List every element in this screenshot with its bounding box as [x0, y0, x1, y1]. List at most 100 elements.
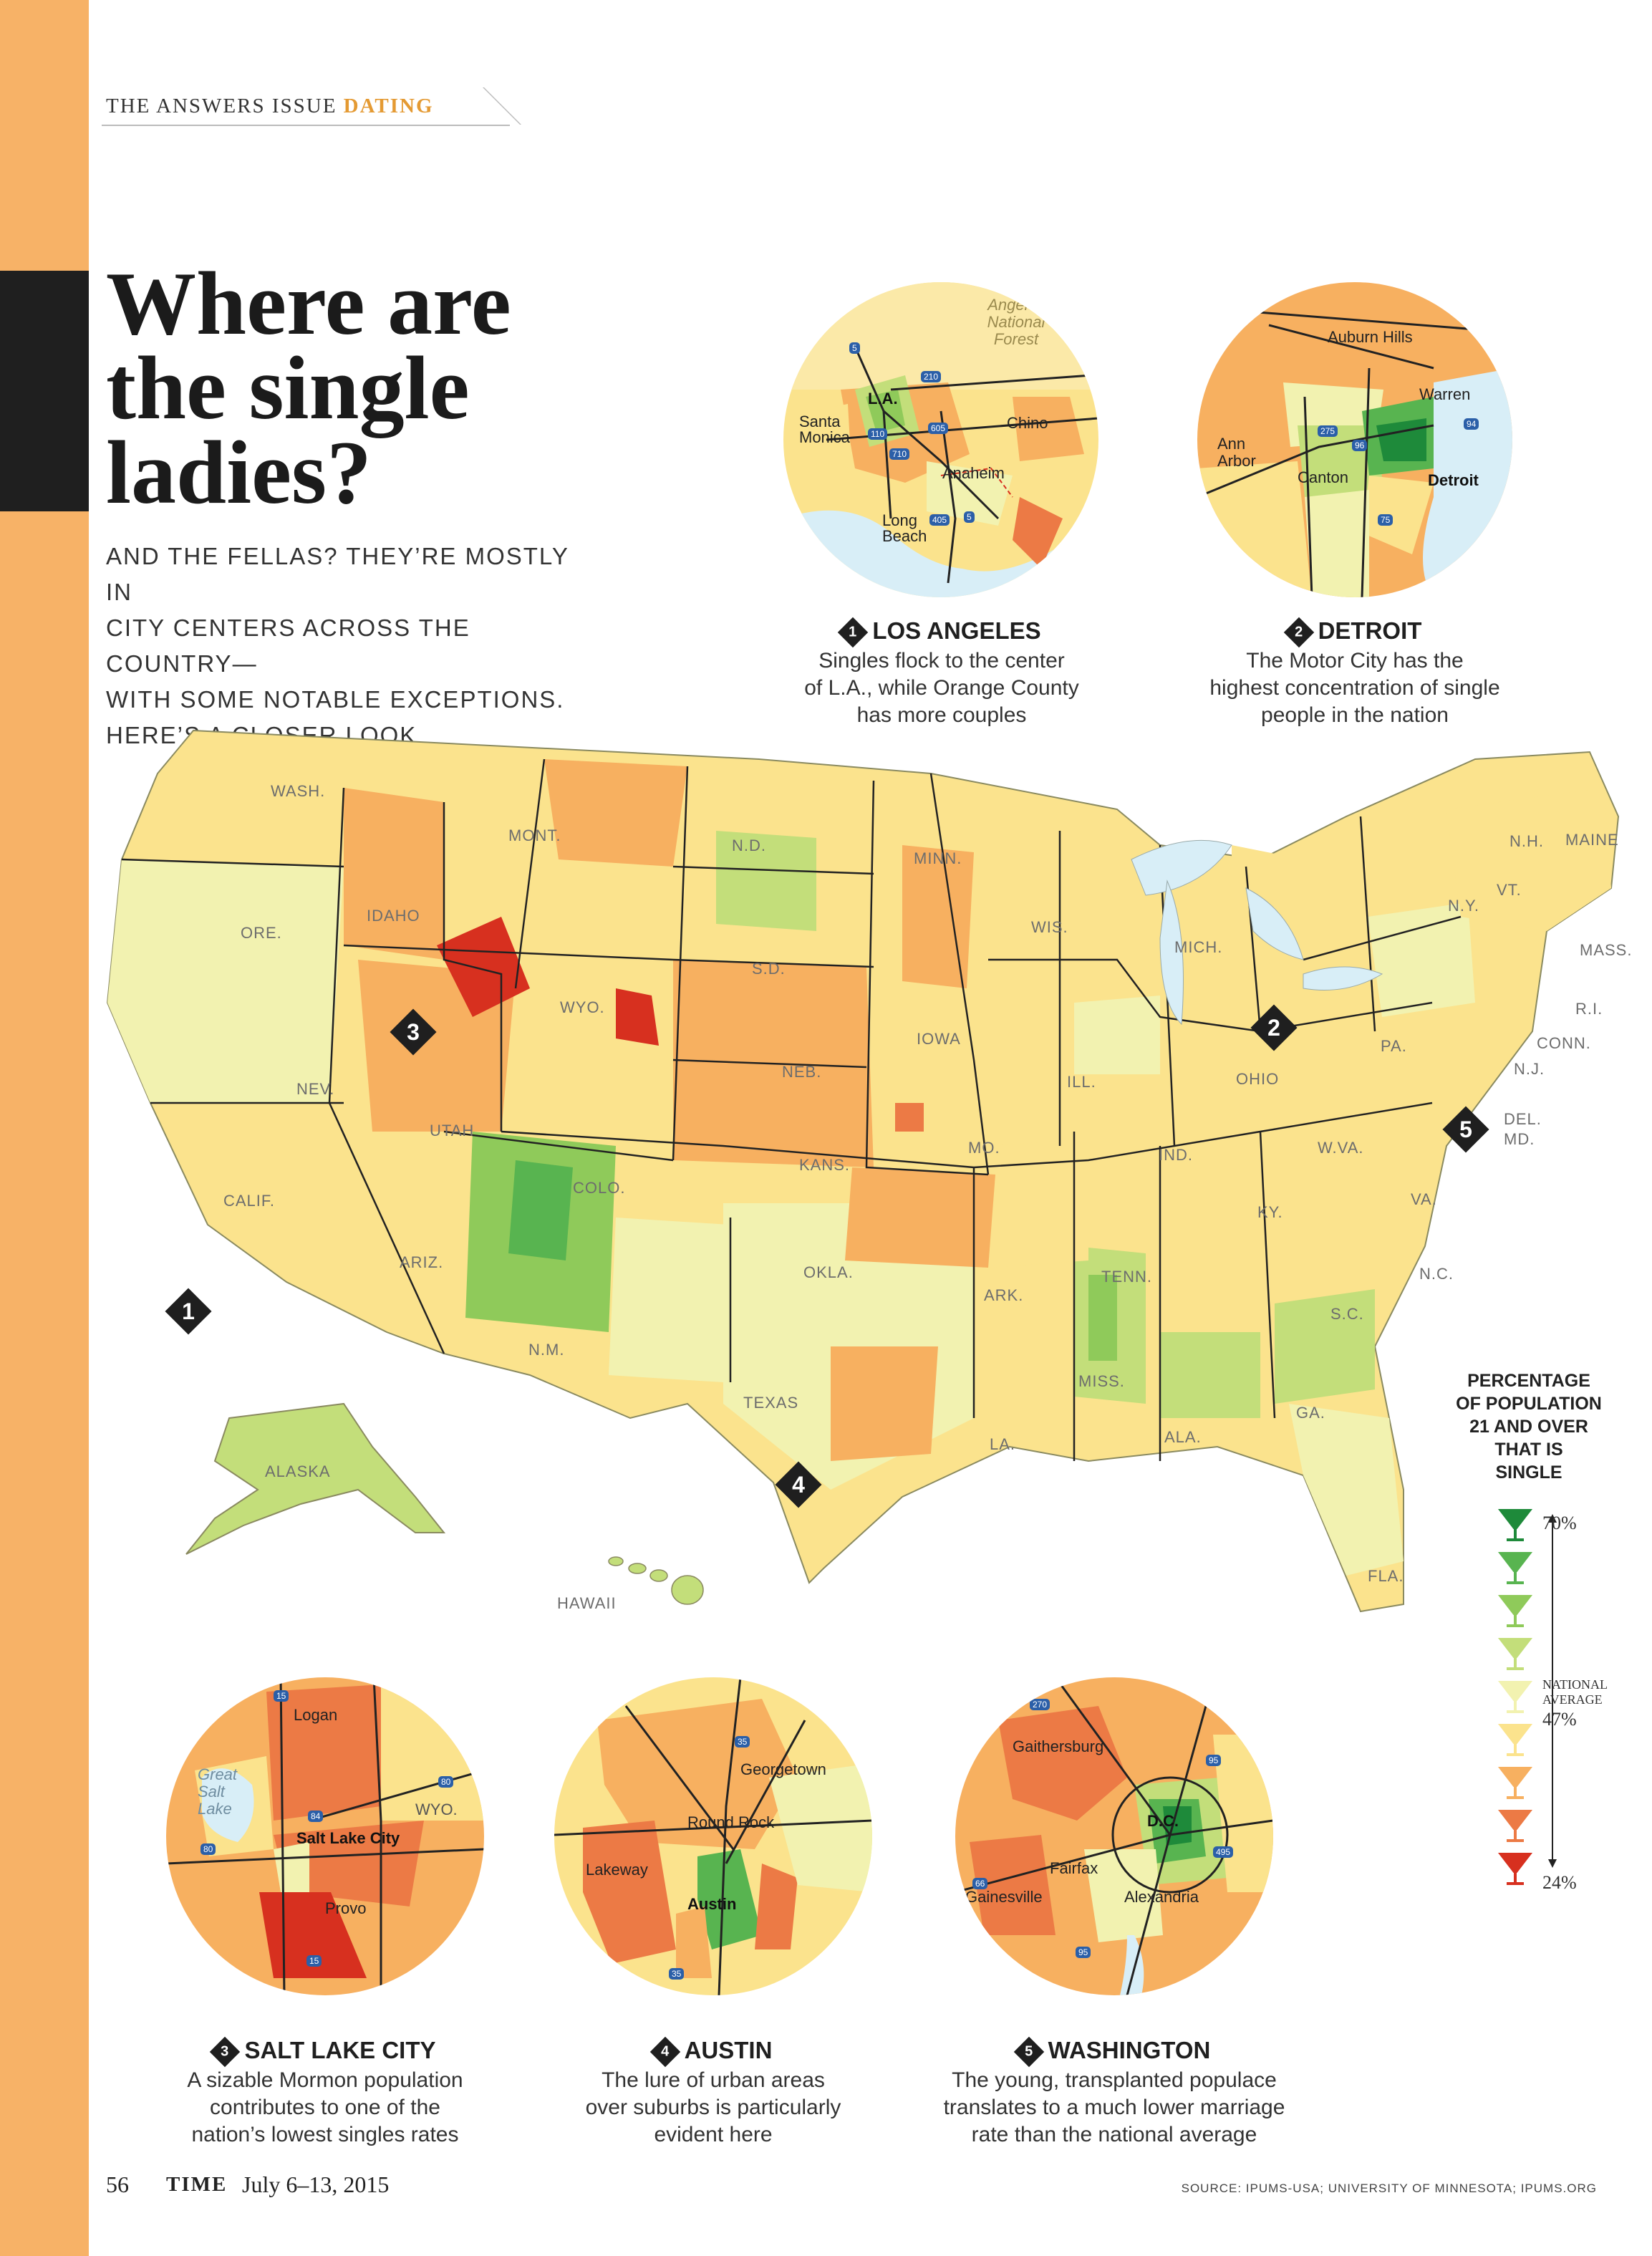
inset-map-washington: Gaithersburg D.C. Fairfax Gainesville Al…	[955, 1677, 1273, 1995]
lakeway-label: Lakeway	[586, 1861, 648, 1879]
legend-max-value: 70%	[1542, 1513, 1577, 1533]
legend-glasses	[1497, 1509, 1533, 1885]
fairfax-label: Fairfax	[1050, 1859, 1098, 1877]
state-label-mo: MO.	[968, 1139, 1000, 1157]
monica-line: Monica	[799, 428, 850, 446]
issue-date: July 6–13, 2015	[242, 2171, 390, 2197]
caption-line: people in the nation	[1261, 703, 1449, 727]
interstate-shield-5b: 5	[964, 511, 975, 523]
state-label-ri: R.I.	[1575, 1000, 1603, 1018]
inset-map-washington-graphic	[955, 1677, 1273, 1995]
arbor-line: Arbor	[1217, 452, 1256, 470]
interstate-shield-35b: 35	[669, 1968, 685, 1980]
gainesville-label: Gainesville	[965, 1888, 1043, 1906]
legend-glass-swatch	[1497, 1681, 1533, 1713]
state-label-mich: MICH.	[1174, 938, 1223, 956]
state-label-calif: CALIF.	[223, 1192, 276, 1210]
legend-title-line: THAT IS	[1494, 1440, 1563, 1460]
legend-glass-swatch	[1497, 1853, 1533, 1885]
caption-title-text: SALT LAKE CITY	[244, 2037, 436, 2063]
interstate-shield-84: 84	[308, 1811, 324, 1822]
legend-mid-value: 47%	[1542, 1709, 1577, 1730]
source-credit: SOURCE: IPUMS-USA; UNIVERSITY OF MINNESO…	[1181, 2182, 1597, 2195]
interstate-shield-110: 110	[868, 428, 888, 440]
state-label-ala: ALA.	[1164, 1428, 1202, 1446]
state-label-nc: N.C.	[1419, 1265, 1454, 1283]
salt-lake-city-label: Salt Lake City	[296, 1829, 400, 1847]
state-label-utah: UTAH	[430, 1122, 475, 1139]
caption-title: 2 DETROIT	[1183, 617, 1527, 648]
interstate-shield-495: 495	[1213, 1846, 1234, 1858]
map-marker-1: 1	[165, 1288, 212, 1335]
state-label-ind: IND.	[1159, 1146, 1193, 1164]
state-label-wis: WIS.	[1031, 918, 1068, 936]
kicker: THE ANSWERS ISSUE DATING	[106, 95, 434, 118]
dc-label: D.C.	[1147, 1812, 1179, 1830]
dek: AND THE FELLAS? THEY’RE MOSTLY IN CITY C…	[106, 539, 593, 753]
state-label-alaska: ALASKA	[265, 1462, 331, 1480]
caption-line: A sizable Mormon population	[187, 2068, 463, 2092]
chino-label: Chino	[1007, 414, 1048, 432]
map-marker-4: 4	[775, 1461, 822, 1508]
legend-title-line: OF POPULATION	[1456, 1394, 1602, 1414]
legend-arrow-down	[1548, 1859, 1557, 1868]
state-label-maine: MAINE	[1565, 831, 1619, 849]
marker-number: 1	[182, 1298, 195, 1324]
great-line: Great	[198, 1765, 238, 1783]
inset-map-austin-graphic	[554, 1677, 872, 1995]
caption-line: The lure of urban areas	[602, 2068, 825, 2092]
state-label-sd: S.D.	[752, 960, 786, 978]
inset-map-detroit-graphic	[1197, 282, 1512, 597]
ann-line: Ann	[1217, 435, 1246, 453]
state-label-ariz: ARIZ.	[400, 1253, 444, 1271]
badge-number: 5	[1025, 2044, 1033, 2060]
logan-label: Logan	[294, 1706, 338, 1724]
legend-glass-swatch	[1497, 1810, 1533, 1842]
state-label-texas: TEXAS	[743, 1394, 799, 1412]
legend-glass-swatch	[1497, 1767, 1533, 1799]
caption-line: The young, transplanted populace	[952, 2068, 1277, 2092]
interstate-shield-80b: 80	[438, 1776, 454, 1788]
ann-arbor-label: Ann Arbor	[1217, 435, 1256, 470]
legend-title-line: 21 AND OVER	[1469, 1417, 1588, 1437]
kicker-rule	[102, 125, 510, 126]
state-label-kans: KANS.	[799, 1156, 851, 1174]
state-label-neb: NEB.	[782, 1063, 822, 1081]
interstate-shield-75: 75	[1378, 514, 1393, 526]
headline-line: ladies?	[106, 423, 372, 523]
state-label-fla: FLA.	[1368, 1567, 1404, 1585]
beach-line: Beach	[882, 527, 927, 545]
state-label-miss: MISS.	[1078, 1372, 1125, 1390]
inset-map-detroit: Auburn Hills Warren Ann Arbor Canton Det…	[1197, 282, 1512, 597]
georgetown-label: Georgetown	[740, 1760, 826, 1778]
caption-title: 5 WASHINGTON	[931, 2037, 1298, 2068]
caption-line: highest concentration of single	[1209, 676, 1500, 700]
state-label-ohio: OHIO	[1236, 1070, 1280, 1088]
marker-number: 5	[1459, 1117, 1472, 1142]
state-label-nd: N.D.	[732, 837, 766, 854]
interstate-shield-275: 275	[1318, 425, 1338, 437]
state-label-wash: WASH.	[271, 782, 326, 800]
interstate-shield-405: 405	[929, 514, 950, 526]
badge-number: 1	[849, 625, 857, 641]
la-forest-line: National	[987, 313, 1045, 331]
number-badge: 1	[838, 617, 869, 648]
state-label-wyo: WYO.	[560, 998, 605, 1016]
caption-line: of L.A., while Orange County	[804, 676, 1079, 700]
caption-line: The Motor City has the	[1246, 649, 1464, 673]
legend-glass-swatch	[1497, 1552, 1533, 1584]
warren-label: Warren	[1419, 385, 1471, 403]
state-label-md: MD.	[1504, 1130, 1535, 1148]
map-marker-3: 3	[390, 1008, 437, 1056]
legend-min-value: 24%	[1542, 1872, 1577, 1893]
interstate-shield-210: 210	[921, 371, 942, 382]
anaheim-label: Anaheim	[942, 464, 1005, 482]
legend-average-note: NATIONAL AVERAGE	[1542, 1677, 1628, 1707]
us-county-map	[106, 729, 1620, 1613]
caption-line: Singles flock to the center	[818, 649, 1065, 673]
legend-title: PERCENTAGE OF POPULATION 21 AND OVER THA…	[1439, 1369, 1618, 1484]
state-label-nj: N.J.	[1514, 1060, 1545, 1078]
state-label-nh: N.H.	[1509, 832, 1544, 850]
caption-line: evident here	[654, 2123, 773, 2146]
interstate-shield-5: 5	[849, 342, 860, 354]
